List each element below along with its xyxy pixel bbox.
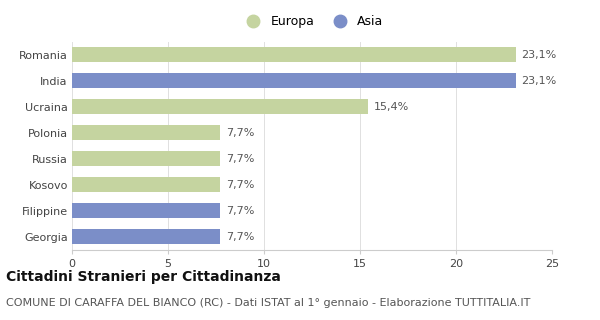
Text: 23,1%: 23,1% [521,76,557,86]
Bar [72,229,220,244]
Text: 23,1%: 23,1% [521,50,557,60]
Text: 7,7%: 7,7% [226,180,254,189]
Bar [72,47,515,62]
Bar [72,74,515,88]
Text: 7,7%: 7,7% [226,154,254,164]
Text: 15,4%: 15,4% [373,102,409,112]
Bar [72,100,368,114]
Text: 7,7%: 7,7% [226,128,254,138]
Bar [72,204,220,218]
Bar [72,178,220,192]
Bar [72,125,220,140]
Text: 7,7%: 7,7% [226,205,254,216]
Text: Cittadini Stranieri per Cittadinanza: Cittadini Stranieri per Cittadinanza [6,270,281,284]
Bar [72,151,220,166]
Text: 7,7%: 7,7% [226,232,254,242]
Legend: Europa, Asia: Europa, Asia [236,11,388,33]
Text: COMUNE DI CARAFFA DEL BIANCO (RC) - Dati ISTAT al 1° gennaio - Elaborazione TUTT: COMUNE DI CARAFFA DEL BIANCO (RC) - Dati… [6,298,530,308]
